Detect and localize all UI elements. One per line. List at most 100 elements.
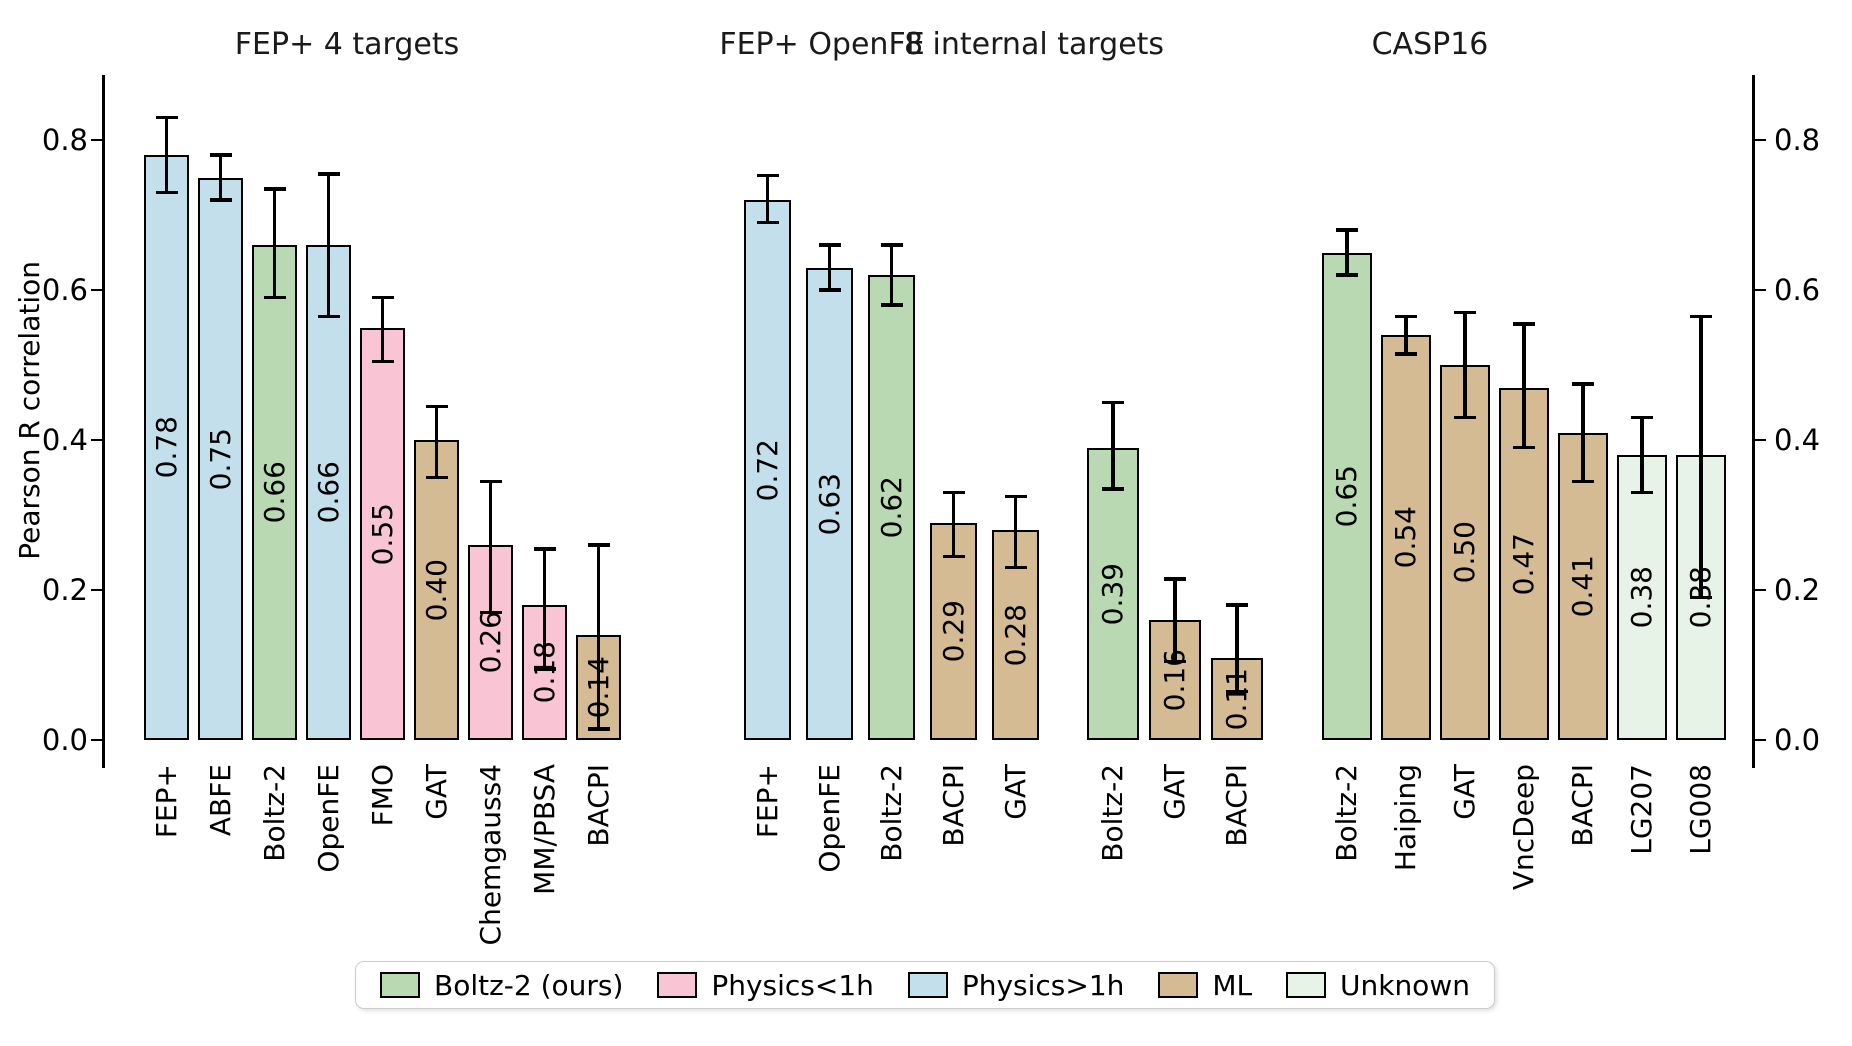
- bar-value-label-wrap: 0.78: [144, 155, 189, 740]
- error-bar-line: [1640, 417, 1644, 493]
- bar-value-label: 0.63: [812, 472, 846, 535]
- error-bar-cap-bottom: [942, 554, 965, 558]
- error-bar-cap-bottom: [263, 295, 286, 300]
- error-bar-cap-top: [1102, 400, 1124, 405]
- error-bar-line: [1699, 316, 1703, 598]
- x-tick-label: VncDeep: [1507, 764, 1540, 891]
- bar-value-label-wrap: 0.40: [414, 440, 459, 740]
- error-bar-cap-bottom: [880, 303, 903, 307]
- legend-item: ML: [1158, 969, 1252, 1002]
- y-tick-left: [91, 138, 102, 142]
- error-bar-cap-top: [1164, 577, 1186, 581]
- bar-value-label-wrap: 0.38: [1617, 455, 1667, 740]
- bar-value-label: 0.75: [203, 427, 237, 490]
- error-bar-line: [1111, 402, 1115, 489]
- error-bar-cap-top: [1690, 314, 1712, 318]
- legend-swatch: [1158, 972, 1199, 998]
- y-tick-left: [91, 288, 102, 292]
- y-axis-label-wrap: Pearson R correlation: [8, 95, 50, 725]
- y-tick-label-left: 0.2: [41, 573, 88, 607]
- y-tick-left: [91, 588, 102, 592]
- error-bar-line: [1581, 383, 1585, 482]
- error-bar-cap-top: [1226, 603, 1248, 607]
- bar: [1087, 447, 1139, 740]
- bar-value-label: 0.26: [473, 611, 507, 674]
- y-tick-right: [1754, 738, 1766, 742]
- bar-value-label-wrap: 0.66: [306, 245, 351, 740]
- x-tick-label: MM/PBSA: [527, 764, 561, 895]
- error-bar-cap-top: [756, 173, 779, 177]
- error-bar-cap-top: [209, 153, 232, 157]
- error-bar-cap-bottom: [587, 727, 610, 731]
- y-tick-label-left: 0.0: [41, 723, 88, 757]
- error-bar-cap-top: [1395, 314, 1417, 318]
- x-tick-label: GAT: [998, 764, 1032, 820]
- x-tick-label: BACPI: [1566, 764, 1599, 847]
- bar-value-label: 0.28: [998, 603, 1032, 667]
- bar-value-label: 0.47: [1507, 532, 1540, 595]
- panel-title: 8 internal targets: [903, 27, 1165, 62]
- error-bar-cap-bottom: [756, 220, 779, 225]
- bar-value-label-wrap: 0.55: [360, 328, 405, 741]
- error-bar-cap-bottom: [479, 610, 502, 615]
- bar-value-label-wrap: 0.65: [1322, 253, 1372, 741]
- error-bar-line: [434, 406, 439, 478]
- bar-value-label: 0.54: [1389, 506, 1422, 569]
- error-bar-cap-bottom: [1336, 273, 1358, 277]
- bar-value-label-wrap: 0.50: [1440, 365, 1490, 740]
- legend-item: Physics>1h: [907, 968, 1125, 1002]
- y-tick-label-left: 0.4: [41, 423, 88, 457]
- bar-value-label-wrap: 0.72: [744, 200, 791, 740]
- legend: Boltz-2 (ours) Physics<1h Physics>1h ML Unkn…: [355, 961, 1495, 1009]
- legend-swatch: [1285, 972, 1326, 998]
- bar-value-label: 0.72: [750, 438, 784, 502]
- error-bar-line: [889, 245, 894, 305]
- error-bar-line: [1235, 605, 1239, 692]
- error-bar-cap-top: [1513, 322, 1535, 326]
- x-tick-label: BACPI: [581, 764, 615, 847]
- error-bar-cap-bottom: [818, 288, 841, 292]
- error-bar-line: [765, 175, 770, 223]
- error-bar-line: [827, 245, 832, 290]
- y-tick-label-left: 0.8: [41, 123, 88, 157]
- bar-value-label-wrap: 0.66: [252, 245, 297, 740]
- error-bar-cap-top: [425, 404, 448, 408]
- x-tick-label: GAT: [1448, 764, 1481, 820]
- bar-value-label: 0.65: [1330, 465, 1363, 528]
- panel-title: FEP+ 4 targets: [234, 27, 460, 62]
- x-tick-label: FEP+: [149, 764, 183, 839]
- bar: [1558, 432, 1608, 740]
- error-bar-cap-top: [942, 490, 965, 495]
- bar-value-label: 0.50: [1448, 521, 1481, 584]
- legend-item: Boltz-2 (ours): [380, 969, 623, 1002]
- error-bar-cap-top: [1631, 415, 1653, 420]
- error-bar-cap-top: [263, 187, 286, 191]
- panel-title: CASP16: [1371, 27, 1489, 62]
- bar-value-label: 0.40: [419, 558, 453, 622]
- legend-label: Physics<1h: [711, 968, 874, 1002]
- y-tick-right: [1754, 138, 1766, 142]
- legend-label: Physics>1h: [961, 968, 1125, 1002]
- x-tick-label: ABFE: [203, 764, 237, 837]
- error-bar-line: [218, 155, 223, 200]
- x-tick-label: Boltz-2: [257, 764, 291, 862]
- error-bar-cap-top: [1004, 494, 1027, 498]
- x-tick-label: Boltz-2: [1330, 764, 1363, 862]
- y-axis-left-spine: [102, 75, 105, 768]
- error-bar-cap-bottom: [1102, 487, 1124, 491]
- bar-value-label: 0.66: [257, 461, 291, 524]
- error-bar-line: [951, 492, 956, 557]
- y-tick-right: [1754, 588, 1766, 592]
- y-tick-label-right: 0.6: [1774, 273, 1821, 307]
- error-bar-line: [1463, 312, 1467, 418]
- error-bar-cap-top: [1572, 382, 1594, 386]
- error-bar-line: [1013, 496, 1018, 568]
- legend-label: Boltz-2 (ours): [434, 968, 624, 1002]
- y-tick-right: [1754, 288, 1766, 292]
- y-tick-label-right: 0.0: [1774, 723, 1821, 757]
- error-bar-cap-bottom: [533, 667, 556, 671]
- error-bar-line: [1404, 316, 1408, 354]
- y-tick-left: [91, 438, 102, 442]
- bar: [252, 245, 297, 740]
- bar: [868, 275, 915, 740]
